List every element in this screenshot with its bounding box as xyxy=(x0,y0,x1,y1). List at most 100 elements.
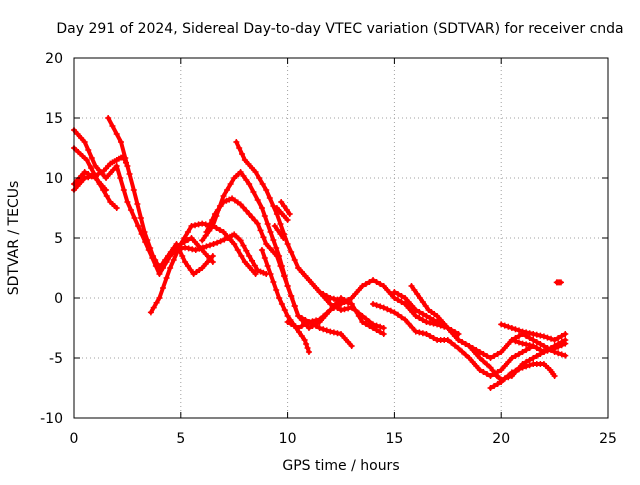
data-point xyxy=(113,131,120,137)
data-point xyxy=(540,349,547,355)
data-point xyxy=(164,253,171,259)
data-point xyxy=(270,249,277,255)
series-layer xyxy=(71,115,569,391)
data-point xyxy=(81,139,88,145)
data-point xyxy=(370,321,377,328)
data-point xyxy=(352,307,359,314)
data-point xyxy=(355,287,362,293)
series-arc-7 xyxy=(171,231,270,277)
data-point xyxy=(243,177,250,183)
data-point xyxy=(257,268,264,275)
data-point xyxy=(305,325,312,331)
data-point xyxy=(83,157,90,163)
data-point xyxy=(483,361,490,368)
data-point xyxy=(473,351,480,357)
data-point xyxy=(95,179,102,185)
data-point xyxy=(249,165,255,171)
data-point xyxy=(266,195,273,201)
data-point xyxy=(516,333,522,339)
data-point xyxy=(480,358,487,365)
data-point xyxy=(281,203,288,209)
data-point xyxy=(231,241,238,247)
data-point xyxy=(530,331,537,337)
data-point xyxy=(448,339,455,346)
data-point xyxy=(264,263,271,269)
data-point xyxy=(209,259,216,265)
data-point xyxy=(160,285,166,291)
series-track xyxy=(279,200,292,216)
data-point xyxy=(558,333,565,339)
data-point xyxy=(391,295,398,301)
data-point xyxy=(227,181,234,187)
data-point xyxy=(206,257,213,263)
data-point xyxy=(373,279,380,285)
data-point xyxy=(233,139,240,145)
data-point xyxy=(558,279,565,286)
data-point xyxy=(380,325,387,331)
data-point xyxy=(216,227,223,233)
data-point xyxy=(530,337,537,343)
data-point xyxy=(427,333,433,339)
data-point xyxy=(412,313,419,319)
data-point xyxy=(74,183,81,189)
data-point xyxy=(254,267,261,274)
data-point xyxy=(330,295,337,302)
tick-layer: 0 5 10 15 20 25 -10 -5 0 5 10 15 20 xyxy=(40,51,617,447)
data-point xyxy=(252,271,259,277)
series-arc-19 xyxy=(408,283,462,337)
data-point xyxy=(220,229,227,235)
data-point xyxy=(373,302,380,309)
data-point xyxy=(338,331,344,337)
data-point xyxy=(223,197,230,204)
series-arc-11 xyxy=(258,247,312,355)
data-point xyxy=(409,303,416,309)
data-point xyxy=(249,214,255,221)
data-point xyxy=(276,295,283,301)
data-point xyxy=(88,165,95,171)
data-point xyxy=(92,163,99,169)
data-point xyxy=(384,287,391,293)
data-point xyxy=(288,321,295,327)
data-point xyxy=(373,322,380,329)
data-point xyxy=(380,283,387,289)
data-point xyxy=(341,298,348,305)
data-point xyxy=(412,328,419,335)
data-point xyxy=(288,293,295,299)
data-point xyxy=(430,317,437,323)
series-arc-20 xyxy=(487,361,558,391)
data-point xyxy=(266,245,273,251)
data-point xyxy=(153,299,160,306)
data-point xyxy=(462,341,469,347)
data-point xyxy=(237,201,244,208)
data-point xyxy=(338,297,344,304)
y-tick-label: 0 xyxy=(54,291,63,307)
data-point xyxy=(196,245,203,252)
data-point xyxy=(476,349,483,355)
data-point xyxy=(380,331,387,337)
data-point xyxy=(134,201,141,207)
data-point xyxy=(398,299,405,305)
data-point xyxy=(423,313,430,319)
data-point xyxy=(305,277,312,283)
data-point xyxy=(75,149,82,155)
data-point xyxy=(384,306,391,313)
data-point xyxy=(505,372,512,379)
data-point xyxy=(305,349,312,355)
data-point xyxy=(469,359,476,365)
data-point xyxy=(85,171,92,177)
data-point xyxy=(184,263,191,269)
data-point xyxy=(409,309,416,315)
data-point xyxy=(548,335,555,342)
data-point xyxy=(526,357,533,363)
series-arc-17 xyxy=(370,301,547,379)
data-point xyxy=(491,383,498,389)
series-track xyxy=(200,170,568,360)
series-arc-1 xyxy=(71,127,216,277)
data-point xyxy=(387,307,394,314)
data-point xyxy=(277,231,284,237)
data-point xyxy=(391,309,398,316)
data-point xyxy=(370,277,377,283)
y-tick-label: 15 xyxy=(45,111,63,127)
data-point xyxy=(127,207,134,213)
